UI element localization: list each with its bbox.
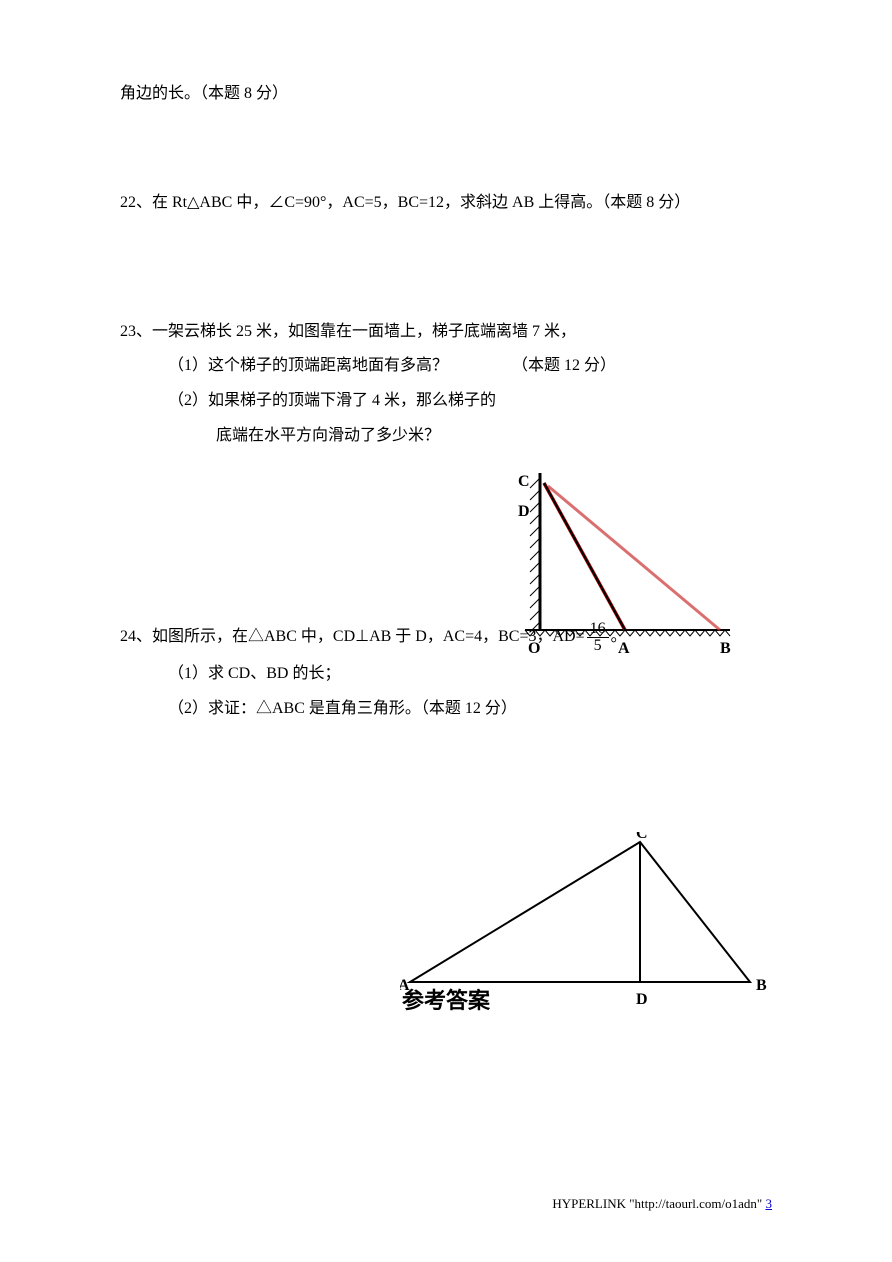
ladder-label-a: A [618,640,630,657]
q23-sub1-points: （本题 12 分） [512,352,616,381]
q23-line1: 23、一架云梯长 25 米，如图靠在一面墙上，梯子底端离墙 7 米， [120,318,772,347]
q23-sub1-text: （1）这个梯子的顶端距离地面有多高？ [168,357,448,374]
tri-label-a: A [400,977,410,994]
tri-label-c: C [636,832,648,842]
q23-sub2b: 底端在水平方向滑动了多少米？ [120,422,772,451]
triangle-diagram: A B C D [400,832,770,1012]
footer-link[interactable]: 3 [766,1196,773,1211]
q23-sub1: （1）这个梯子的顶端距离地面有多高？ （本题 12 分） [120,352,772,381]
tri-label-d: D [636,991,648,1008]
tri-label-b: B [756,977,767,994]
footer: HYPERLINK "http://taourl.com/o1adn" 3 [552,1196,772,1212]
ladder-diagram: C D O A B [500,468,740,668]
ladder-label-b: B [720,640,731,657]
ladder-label-c: C [518,473,530,490]
ladder-label-o: O [528,640,540,657]
q24-sub2: （2）求证：△ABC 是直角三角形。（本题 12 分） [120,695,772,724]
fragment-line: 角边的长。（本题 8 分） [120,80,772,109]
footer-prefix: HYPERLINK "http://taourl.com/o1adn" [552,1196,765,1211]
ladder-label-d: D [518,503,530,520]
q22-text: 22、在 Rt△ABC 中，∠C=90°，AC=5，BC=12，求斜边 AB 上… [120,189,772,218]
q23-sub2: （2）如果梯子的顶端下滑了 4 米，那么梯子的 [120,387,772,416]
